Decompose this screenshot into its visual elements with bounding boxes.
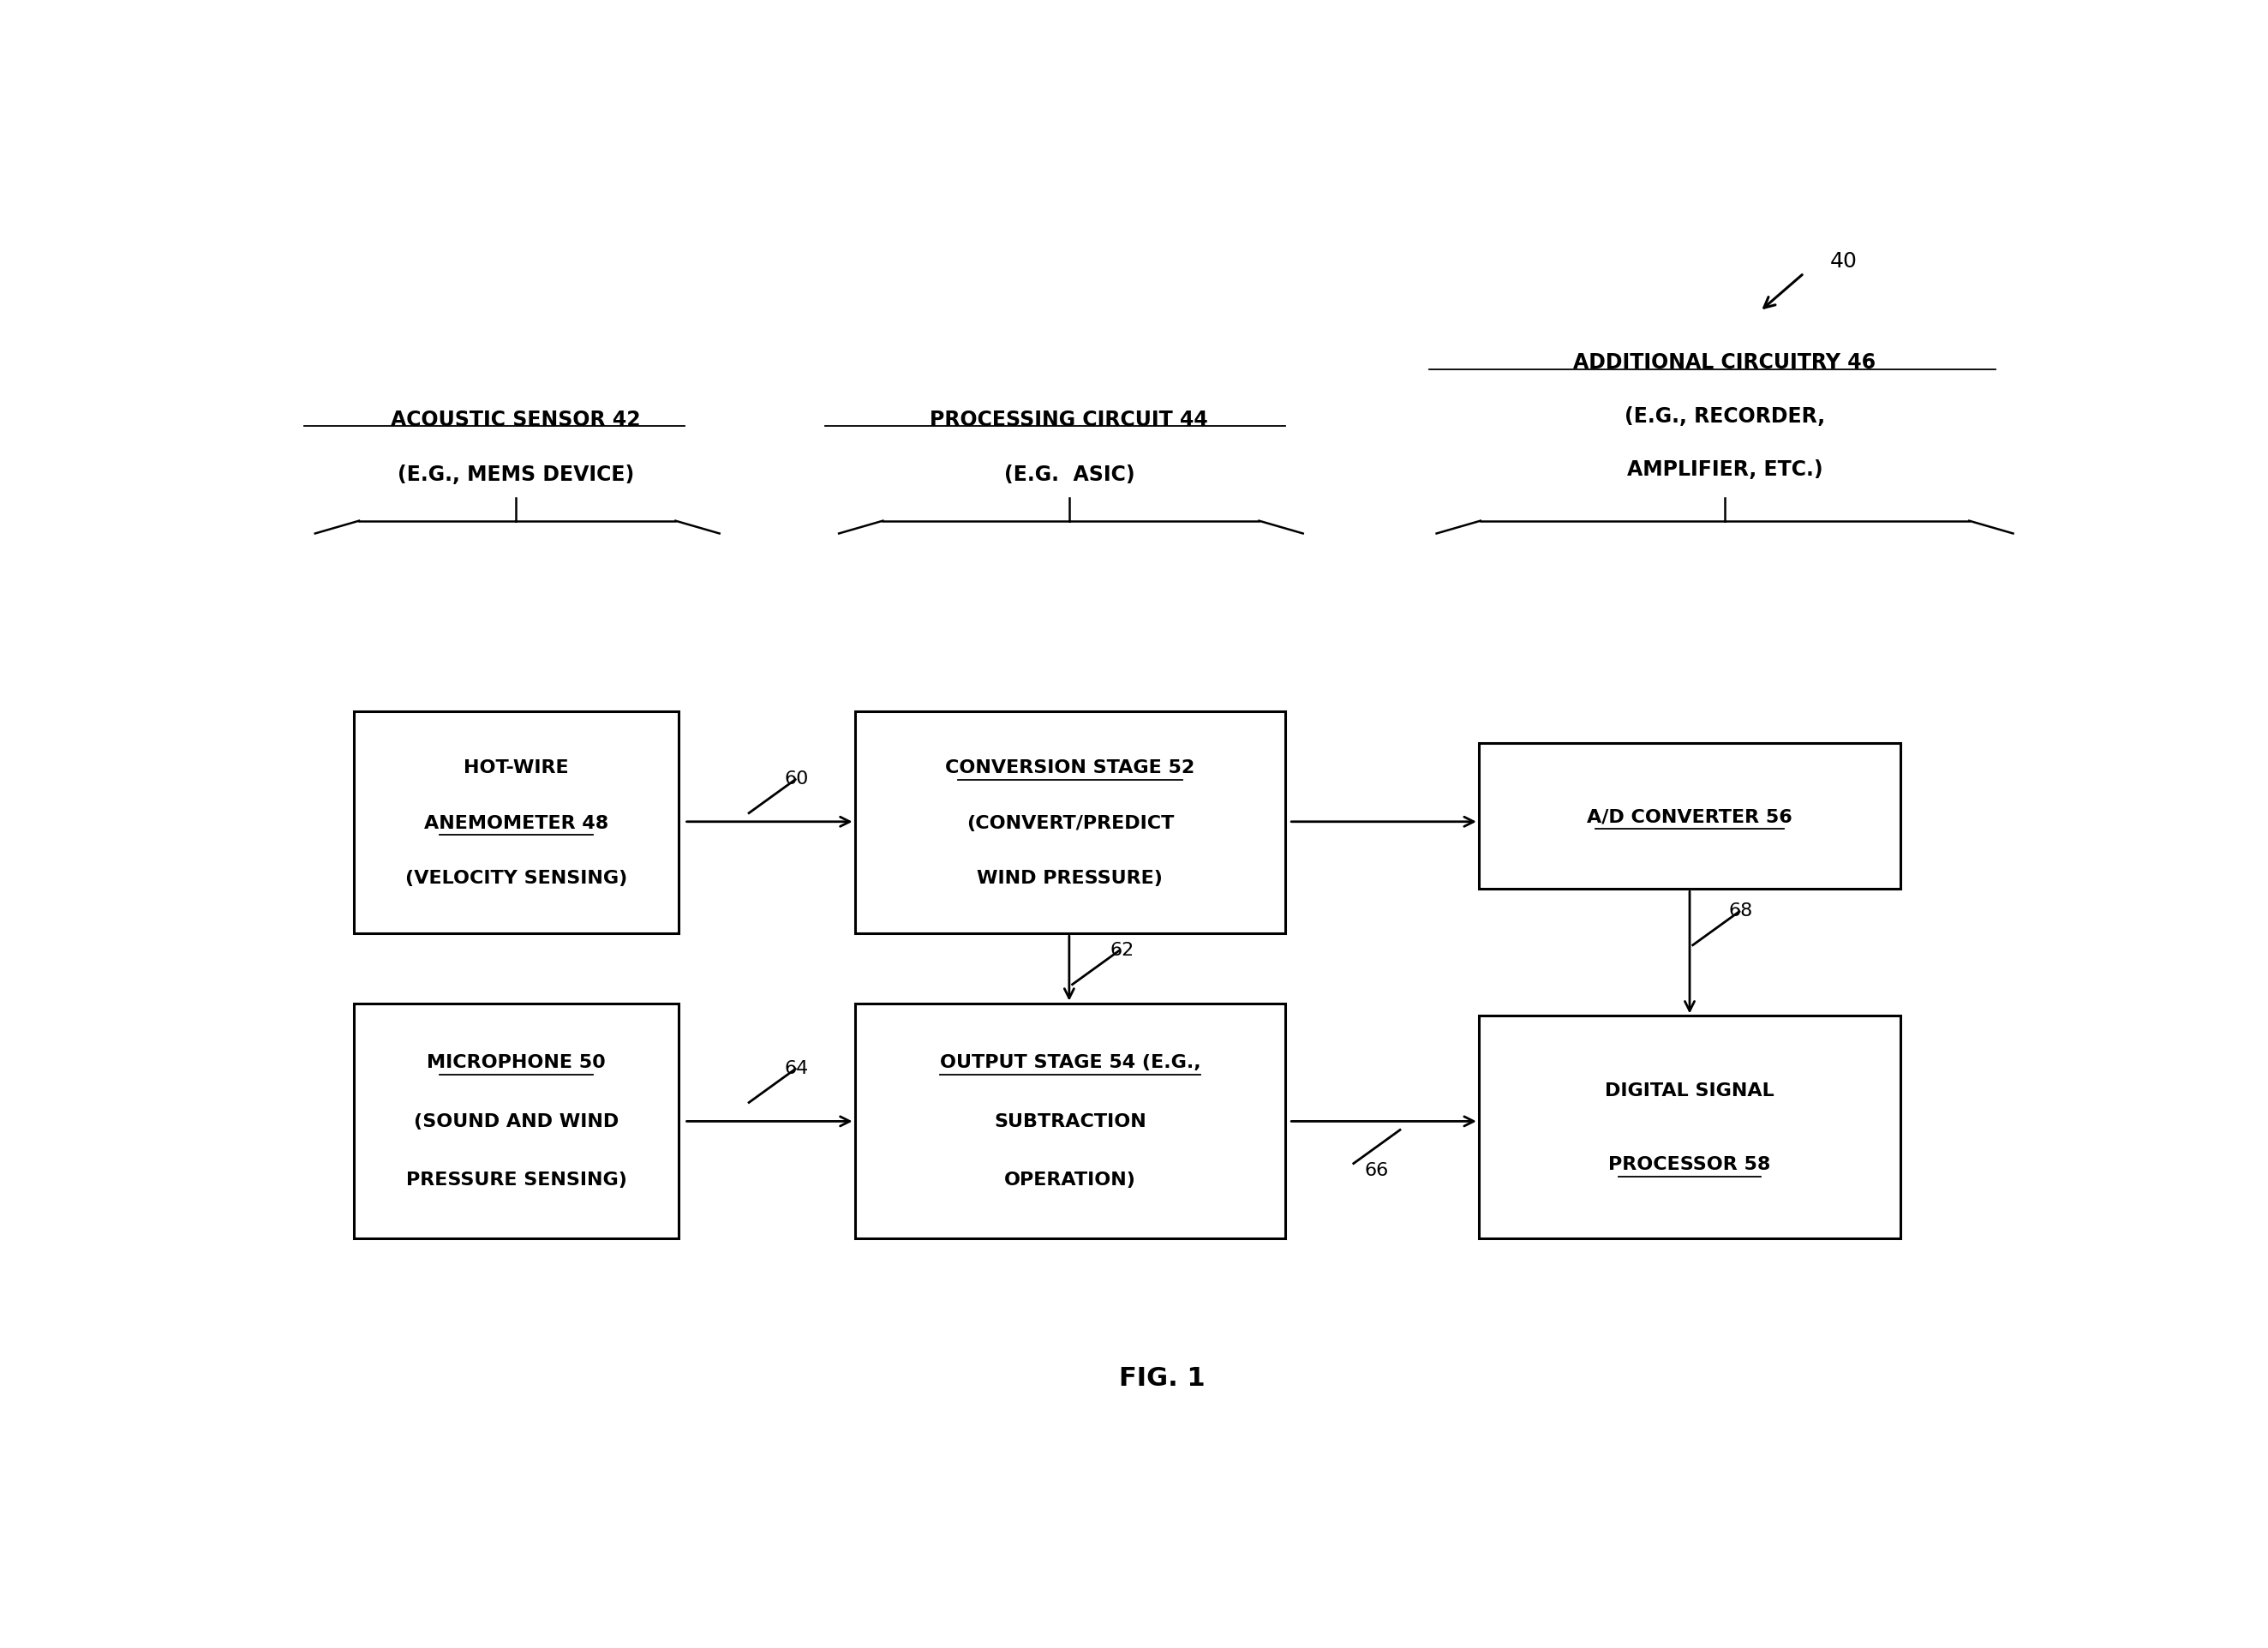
- Text: ACOUSTIC SENSOR 42: ACOUSTIC SENSOR 42: [390, 410, 640, 430]
- Text: 68: 68: [1728, 903, 1753, 920]
- Text: (CONVERT/PREDICT: (CONVERT/PREDICT: [966, 814, 1175, 831]
- Text: PRESSURE SENSING): PRESSURE SENSING): [406, 1172, 626, 1188]
- Text: OUTPUT STAGE 54 (E.G.,: OUTPUT STAGE 54 (E.G.,: [939, 1053, 1200, 1071]
- Bar: [354, 712, 678, 934]
- Text: 64: 64: [785, 1060, 810, 1076]
- Text: A/D CONVERTER 56: A/D CONVERTER 56: [1588, 808, 1792, 826]
- Text: OPERATION): OPERATION): [1005, 1172, 1136, 1188]
- Text: FIG. 1: FIG. 1: [1118, 1366, 1207, 1391]
- Text: (E.G.  ASIC): (E.G. ASIC): [1005, 465, 1134, 485]
- Text: (SOUND AND WIND: (SOUND AND WIND: [413, 1112, 619, 1129]
- Text: 40: 40: [1830, 250, 1857, 272]
- Text: MICROPHONE 50: MICROPHONE 50: [426, 1053, 606, 1071]
- Text: AMPLIFIER, ETC.): AMPLIFIER, ETC.): [1626, 460, 1823, 480]
- Text: DIGITAL SIGNAL: DIGITAL SIGNAL: [1606, 1081, 1774, 1099]
- Text: (VELOCITY SENSING): (VELOCITY SENSING): [406, 870, 628, 887]
- Text: WIND PRESSURE): WIND PRESSURE): [978, 870, 1163, 887]
- Bar: [1479, 743, 1901, 890]
- Text: 66: 66: [1365, 1162, 1388, 1178]
- Text: CONVERSION STAGE 52: CONVERSION STAGE 52: [946, 758, 1195, 776]
- Text: (E.G., RECORDER,: (E.G., RECORDER,: [1624, 405, 1826, 427]
- Text: 60: 60: [785, 770, 810, 788]
- Bar: [855, 712, 1286, 934]
- Text: 62: 62: [1109, 941, 1134, 959]
- Text: ADDITIONAL CIRCUITRY 46: ADDITIONAL CIRCUITRY 46: [1574, 353, 1876, 372]
- Text: SUBTRACTION: SUBTRACTION: [993, 1112, 1145, 1129]
- Text: PROCESSOR 58: PROCESSOR 58: [1608, 1155, 1771, 1173]
- Bar: [1479, 1017, 1901, 1238]
- Text: (E.G., MEMS DEVICE): (E.G., MEMS DEVICE): [397, 465, 633, 485]
- Text: HOT-WIRE: HOT-WIRE: [465, 758, 569, 776]
- Text: PROCESSING CIRCUIT 44: PROCESSING CIRCUIT 44: [930, 410, 1209, 430]
- Bar: [855, 1004, 1286, 1238]
- Bar: [354, 1004, 678, 1238]
- Text: ANEMOMETER 48: ANEMOMETER 48: [424, 814, 608, 831]
